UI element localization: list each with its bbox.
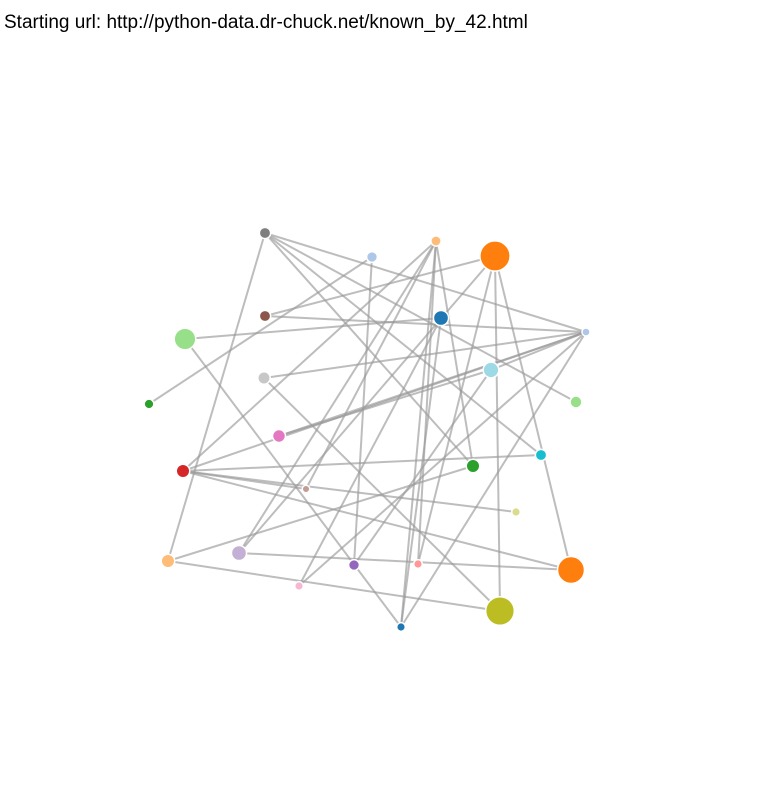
graph-node[interactable] bbox=[412, 558, 424, 570]
graph-node[interactable] bbox=[173, 327, 197, 351]
graph-link bbox=[264, 232, 587, 333]
graph-nodes bbox=[143, 226, 591, 633]
graph-link bbox=[263, 331, 587, 379]
graph-link bbox=[264, 232, 542, 456]
graph-node[interactable] bbox=[257, 371, 271, 385]
graph-node[interactable] bbox=[258, 226, 272, 240]
graph-link bbox=[494, 255, 501, 612]
graph-link bbox=[417, 240, 437, 565]
graph-node[interactable] bbox=[430, 235, 442, 247]
graph-link bbox=[264, 255, 496, 317]
graph-link bbox=[182, 454, 542, 472]
graph-node[interactable] bbox=[293, 580, 305, 592]
starting-url-label: Starting url: bbox=[4, 12, 102, 33]
graph-node[interactable] bbox=[484, 595, 516, 627]
graph-link bbox=[182, 240, 437, 472]
graph-link bbox=[238, 240, 437, 554]
graph-link bbox=[305, 240, 437, 490]
graph-node[interactable] bbox=[510, 506, 522, 518]
graph-link bbox=[435, 240, 474, 467]
graph-link bbox=[238, 552, 572, 571]
graph-link bbox=[167, 560, 501, 612]
graph-node[interactable] bbox=[271, 428, 287, 444]
graph-link bbox=[400, 331, 587, 628]
graph-link bbox=[298, 317, 442, 587]
graph-link bbox=[184, 338, 402, 628]
graph-link bbox=[182, 470, 572, 571]
graph-link bbox=[167, 232, 266, 562]
graph-links bbox=[148, 232, 587, 628]
graph-link bbox=[182, 470, 517, 513]
graph-node[interactable] bbox=[258, 309, 272, 323]
graph-node[interactable] bbox=[534, 448, 548, 462]
graph-link bbox=[494, 255, 572, 571]
graph-node[interactable] bbox=[347, 558, 361, 572]
graph-link bbox=[148, 256, 373, 405]
graph-node[interactable] bbox=[230, 544, 248, 562]
graph-link bbox=[417, 255, 496, 565]
graph-link bbox=[400, 240, 437, 628]
graph-node[interactable] bbox=[301, 484, 311, 494]
graph-link bbox=[182, 331, 587, 472]
graph-link bbox=[400, 317, 442, 628]
graph-link bbox=[264, 315, 587, 333]
graph-link bbox=[278, 369, 492, 437]
graph-node[interactable] bbox=[479, 240, 511, 272]
graph-node[interactable] bbox=[395, 621, 407, 633]
graph-node[interactable] bbox=[465, 458, 481, 474]
graph-node[interactable] bbox=[482, 361, 500, 379]
graph-link bbox=[182, 470, 307, 490]
graph-link bbox=[353, 256, 373, 566]
starting-url-line: Starting url: http://python-data.dr-chuc… bbox=[4, 12, 528, 34]
graph-node[interactable] bbox=[143, 398, 155, 410]
starting-url-value: http://python-data.dr-chuck.net/known_by… bbox=[106, 12, 528, 33]
graph-link bbox=[184, 317, 442, 340]
graph-node[interactable] bbox=[365, 250, 379, 264]
graph-node[interactable] bbox=[581, 327, 591, 337]
graph-node[interactable] bbox=[160, 553, 176, 569]
graph-node[interactable] bbox=[432, 309, 450, 327]
graph-link bbox=[264, 232, 474, 467]
graph-node[interactable] bbox=[175, 463, 191, 479]
graph-link bbox=[353, 369, 492, 566]
graph-link bbox=[238, 255, 496, 554]
graph-node[interactable] bbox=[556, 555, 586, 585]
graph-node[interactable] bbox=[569, 395, 583, 409]
graph-link bbox=[167, 465, 474, 562]
